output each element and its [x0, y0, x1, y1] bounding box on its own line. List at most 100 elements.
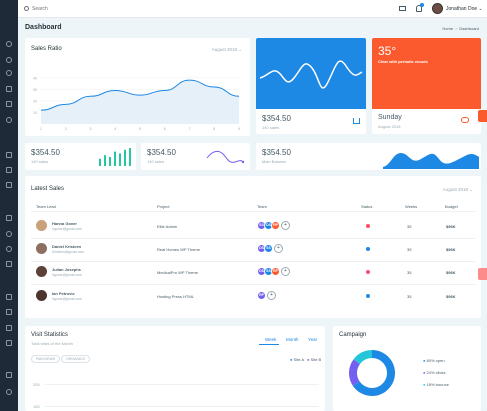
- x-tick-label: 8: [213, 127, 215, 131]
- visit-stats-subtitle: Total visits of the Month: [31, 341, 73, 346]
- bell-icon[interactable]: [416, 5, 422, 12]
- sales-ratio-chart: 40 30 20 10 1 2 3 4 5 6 7 8 9: [33, 76, 240, 131]
- user-avatar[interactable]: [432, 3, 443, 14]
- sales-tile-wave-bg: [256, 38, 366, 109]
- team-chip[interactable]: RP: [271, 221, 280, 230]
- legend-clicks: ● 24% clicks: [423, 370, 446, 375]
- chart-icon[interactable]: [6, 117, 12, 123]
- sales-tile-value: $354.50: [262, 114, 291, 123]
- monitor-icon[interactable]: [6, 152, 12, 158]
- sales-ratio-line: [40, 79, 240, 111]
- latest-sales-period-dropdown[interactable]: August 2018 ⌄: [442, 187, 473, 192]
- x-tick-label: 1: [40, 127, 42, 131]
- add-member-button[interactable]: +: [281, 267, 290, 276]
- y-tick-label: 10: [33, 111, 37, 115]
- legend-site-a: ● Site A: [290, 357, 304, 362]
- y-tick-150: 150: [33, 404, 40, 409]
- topbar: Jonathan Doe ⌄: [18, 0, 487, 18]
- search-icon[interactable]: [24, 6, 29, 11]
- add-member-button[interactable]: +: [274, 244, 283, 253]
- mini-bar: [99, 158, 101, 166]
- layers-icon[interactable]: [6, 101, 12, 107]
- x-tick-label: 4: [114, 127, 116, 131]
- settings-icon[interactable]: [6, 70, 12, 76]
- y-tick-label: 40: [33, 76, 37, 80]
- sales-ratio-card: Sales Ratio August 2018 ⌄ 40 30 20 10 1 2 3 4 5 6…: [25, 38, 250, 136]
- campaign-card: Campaign ● 80% open ● 24% clicks ● 18% b…: [333, 326, 481, 411]
- project-name: MedicalPro WP Theme: [157, 270, 198, 275]
- cart-icon[interactable]: [353, 118, 360, 124]
- avatar: [36, 266, 47, 277]
- avatar: [36, 220, 47, 231]
- weather-icon: [461, 117, 469, 123]
- table-icon[interactable]: [6, 325, 12, 331]
- latest-sales-title: Latest Sales: [31, 186, 65, 192]
- budget-value: $96K: [446, 224, 456, 229]
- campaign-donut-chart: [349, 350, 395, 396]
- lead-name: Hanna Gover: [52, 221, 77, 226]
- circle-icon[interactable]: [6, 57, 12, 63]
- weather-tile: 35° Clear with periodic clouds Sunday Au…: [372, 38, 481, 134]
- copy-icon[interactable]: [6, 182, 12, 188]
- team-chip[interactable]: SS: [264, 244, 273, 253]
- clock-icon[interactable]: [6, 246, 12, 252]
- team-chip[interactable]: RP: [257, 291, 266, 300]
- mini-bar: [104, 155, 106, 166]
- x-tick-label: 5: [139, 127, 141, 131]
- col-status: Status: [361, 204, 373, 209]
- breadcrumb-current: Dashboard: [459, 26, 479, 31]
- power-icon[interactable]: [6, 389, 12, 395]
- mini-line-chart: [206, 150, 245, 164]
- mini-card-balance-value: $354.50: [262, 148, 291, 157]
- y-tick-200: 200: [33, 382, 40, 387]
- mini-bar: [119, 153, 121, 166]
- calendar-icon[interactable]: [6, 309, 12, 315]
- legend-site-b: ● Site B: [307, 357, 322, 362]
- budget-value: $96K: [446, 247, 456, 252]
- map-icon[interactable]: [6, 340, 12, 346]
- sales-tile: $354.50 140 sales: [256, 38, 366, 134]
- file-icon[interactable]: [6, 261, 12, 267]
- lock-icon[interactable]: [6, 372, 12, 378]
- project-name: Hosting Press HTML: [157, 294, 194, 299]
- lead-email: Kristeen@gmail.com: [52, 250, 85, 254]
- target-icon[interactable]: [6, 231, 12, 237]
- team-chip[interactable]: RP: [271, 267, 280, 276]
- user-name[interactable]: Jonathan Doe ⌄: [446, 6, 483, 12]
- budget-value: $96K: [446, 270, 456, 275]
- grid-icon[interactable]: [6, 86, 12, 92]
- add-member-button[interactable]: +: [281, 221, 290, 230]
- desktop-icon[interactable]: [6, 167, 12, 173]
- col-budget: Budget: [445, 204, 458, 209]
- project-name: Real Homes WP Theme: [157, 247, 200, 252]
- mail-icon[interactable]: [399, 6, 406, 11]
- campaign-title: Campaign: [339, 332, 367, 338]
- sales-ratio-period-dropdown[interactable]: August 2018 ⌄: [211, 47, 242, 52]
- sales-ratio-area: [41, 80, 239, 124]
- mini-card-bars-label: 140 sales: [31, 159, 49, 164]
- filter-paidviews[interactable]: PAIDVIEWS: [31, 355, 60, 363]
- settings-fab[interactable]: [478, 110, 487, 122]
- chat-fab[interactable]: [478, 268, 487, 280]
- list-icon[interactable]: [6, 215, 12, 221]
- avatar: [36, 243, 47, 254]
- tab-year[interactable]: Year: [308, 337, 318, 342]
- search-input[interactable]: [32, 4, 132, 14]
- filter-organics[interactable]: ORGANICS: [61, 355, 90, 363]
- avatar: [36, 290, 47, 301]
- image-icon[interactable]: [6, 294, 12, 300]
- weeks-value: 35: [407, 224, 412, 229]
- mini-card-balance-label: Main Balance: [262, 159, 287, 164]
- wave-icon: [259, 60, 363, 89]
- add-member-button[interactable]: +: [267, 291, 276, 300]
- tab-month[interactable]: Month: [286, 337, 299, 342]
- lead-name: Ian Petrovic: [52, 291, 75, 296]
- grid-line: [45, 384, 319, 385]
- dashboard-icon[interactable]: [6, 41, 12, 47]
- breadcrumb-home[interactable]: Home: [442, 26, 454, 31]
- tab-week[interactable]: Week: [265, 337, 277, 342]
- lead-name: Daniel Kristeen: [52, 244, 82, 249]
- logo[interactable]: [0, 0, 18, 18]
- weeks-value: 35: [407, 247, 412, 252]
- col-team-lead: Team Lead: [36, 204, 56, 209]
